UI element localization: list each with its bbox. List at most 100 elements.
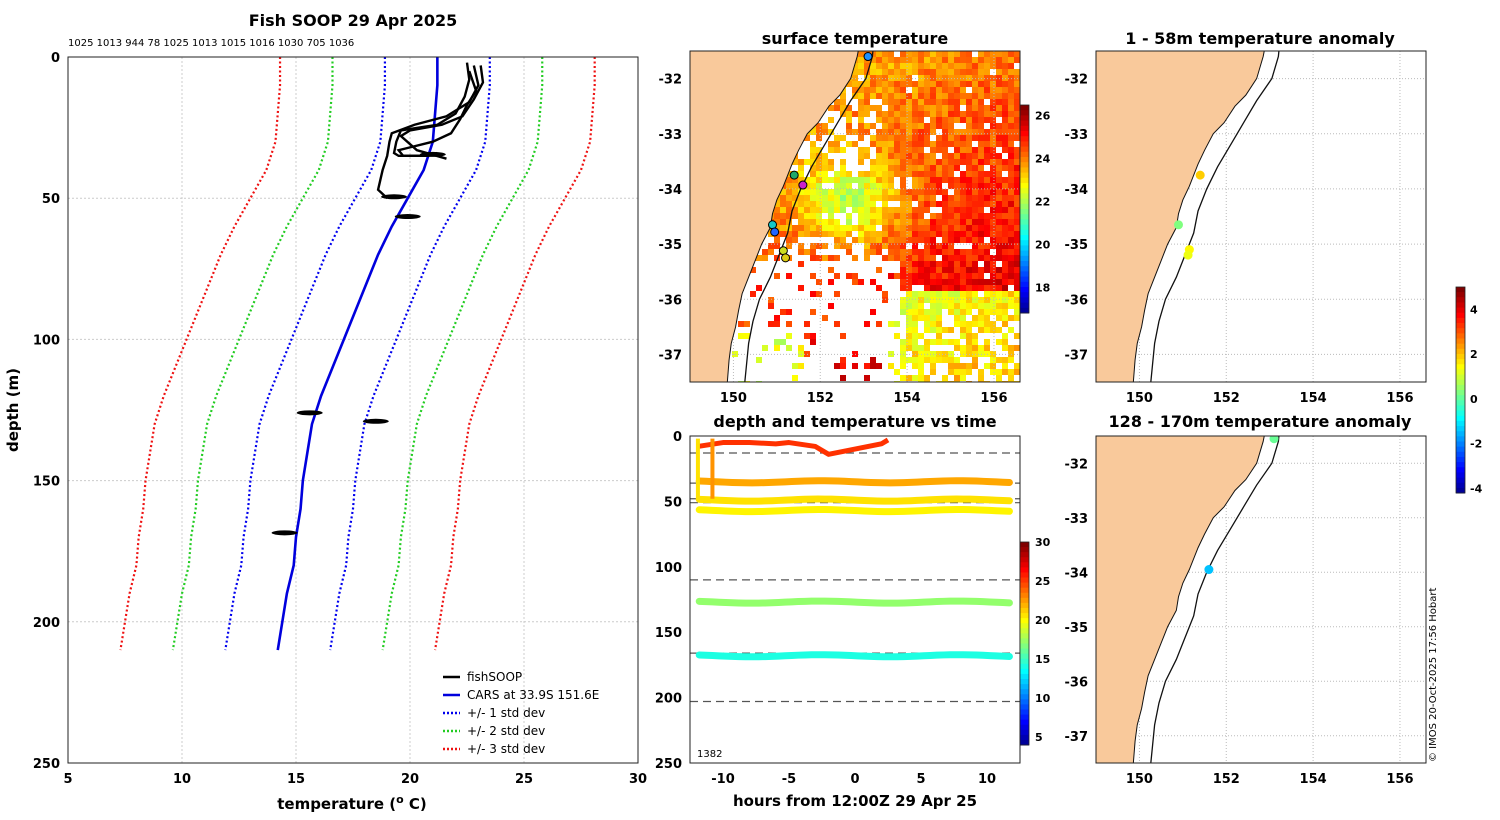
sst-cell <box>810 147 816 153</box>
sst-cell <box>1014 261 1020 267</box>
sst-cell <box>966 249 972 255</box>
sst-cell <box>978 105 984 111</box>
colorbar-segment <box>1020 224 1029 231</box>
sst-cell <box>960 333 966 339</box>
sst-cell <box>858 201 864 207</box>
sst-cell <box>972 261 978 267</box>
sst-cell <box>900 339 906 345</box>
sst-cell <box>864 375 870 381</box>
sst-cell <box>948 279 954 285</box>
sst-cell <box>828 147 834 153</box>
sst-cell <box>876 207 882 213</box>
sst-cell <box>1014 219 1020 225</box>
sst-cell <box>870 183 876 189</box>
sst-cell <box>1002 75 1008 81</box>
sst-cell <box>852 75 858 81</box>
sst-cell <box>918 255 924 261</box>
sst-cell <box>924 165 930 171</box>
sst-cell <box>858 225 864 231</box>
sst-cell <box>996 153 1002 159</box>
sst-cell <box>930 225 936 231</box>
sst-cell <box>966 363 972 369</box>
sst-cell <box>960 237 966 243</box>
sst-cell <box>918 297 924 303</box>
colorbar-segment <box>1456 297 1465 303</box>
sst-cell <box>936 333 942 339</box>
sst-cell <box>1002 207 1008 213</box>
sst-cell <box>816 147 822 153</box>
land-mass <box>1096 51 1265 382</box>
sst-cell <box>876 75 882 81</box>
sst-cell <box>978 75 984 81</box>
sst-cell <box>960 117 966 123</box>
sst-cell <box>1008 129 1014 135</box>
sst-cell <box>966 153 972 159</box>
sst-cell <box>942 87 948 93</box>
sst-cell <box>768 243 774 249</box>
sst-cell <box>1008 177 1014 183</box>
sst-cell <box>936 273 942 279</box>
sst-cell <box>924 267 930 273</box>
sst-cell <box>750 291 756 297</box>
sst-cell <box>912 225 918 231</box>
sst-cell <box>840 165 846 171</box>
colorbar-segment <box>1020 266 1029 272</box>
sst-cell <box>900 189 906 195</box>
sst-cell <box>918 207 924 213</box>
sst-cell <box>1002 303 1008 309</box>
sst-ticks: 150 152 154 156-32-33-34-35-36-37 <box>659 73 1008 406</box>
sst-cell <box>900 279 906 285</box>
colorbar-segment <box>1020 724 1029 731</box>
sst-cell <box>816 219 822 225</box>
lat-tick-label: -37 <box>659 348 683 363</box>
sst-cell <box>990 207 996 213</box>
colorbar-segment <box>1020 250 1029 257</box>
sst-cell <box>1002 93 1008 99</box>
sst-cell <box>978 297 984 303</box>
sst-cell <box>906 261 912 267</box>
sst-cell <box>870 309 876 315</box>
sst-cell <box>960 93 966 99</box>
sst-cell <box>942 297 948 303</box>
sst-cell <box>990 357 996 363</box>
sst-cell <box>912 363 918 369</box>
sst-cell <box>942 141 948 147</box>
sst-cell <box>840 135 846 141</box>
sst-cell <box>846 243 852 249</box>
sst-cell <box>984 195 990 201</box>
lat-tick-label: -36 <box>659 293 683 308</box>
sst-cell <box>954 261 960 267</box>
colorbar-segment <box>1020 557 1029 563</box>
colorbar-segment <box>1020 694 1029 700</box>
sst-cell <box>1002 57 1008 63</box>
sst-cell <box>864 189 870 195</box>
sst-cell <box>1014 117 1020 123</box>
colorbar-segment <box>1020 623 1029 629</box>
sst-cell <box>948 159 954 165</box>
sst-cell <box>966 231 972 237</box>
sst-cell <box>996 111 1002 117</box>
sst-cell <box>936 309 942 315</box>
sst-cell <box>954 357 960 363</box>
sst-cell <box>978 129 984 135</box>
sst-cell <box>756 255 762 261</box>
x-tick-label: 10 <box>978 772 996 787</box>
sst-cell <box>870 357 876 363</box>
sst-cell <box>906 213 912 219</box>
sst-cell <box>882 57 888 63</box>
colorbar-segment <box>1020 141 1029 148</box>
sst-cell <box>912 51 918 57</box>
sst-cell <box>972 243 978 249</box>
sst-cell <box>1008 357 1014 363</box>
sst-cell <box>840 195 846 201</box>
sst-cell <box>972 219 978 225</box>
sst-cell <box>900 63 906 69</box>
sst-cell <box>984 285 990 291</box>
sst-cell <box>912 279 918 285</box>
lat-tick-label: -33 <box>1065 128 1089 143</box>
sst-cell <box>864 129 870 135</box>
sst-cell <box>882 111 888 117</box>
sst-cell <box>870 231 876 237</box>
sst-cell <box>978 327 984 333</box>
sst-cell <box>846 111 852 117</box>
